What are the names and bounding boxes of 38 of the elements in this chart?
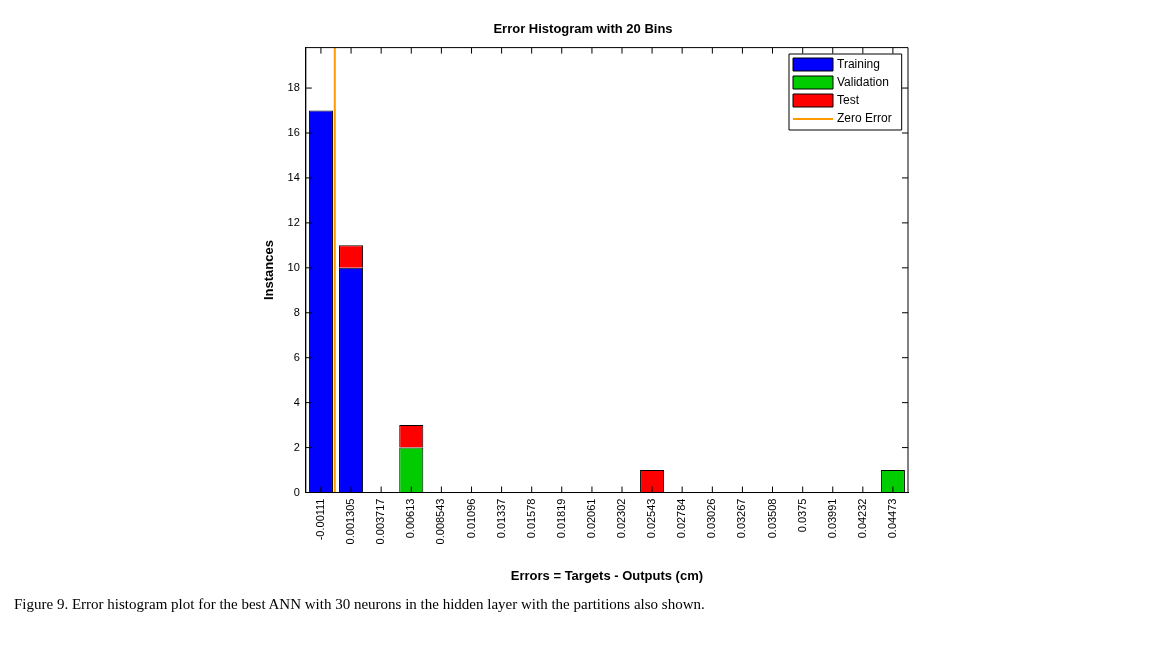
- x-tick-label: 0.01578: [524, 498, 537, 539]
- x-tick-label: 0.01337: [494, 498, 507, 539]
- x-tick-label: 0.04232: [855, 498, 868, 539]
- y-tick-label: 12: [287, 215, 300, 228]
- x-tick-label: 0.0375: [795, 498, 808, 533]
- legend-label: Test: [837, 93, 860, 108]
- x-tick-label: 0.003717: [374, 498, 387, 545]
- x-tick-label: 0.03508: [765, 498, 778, 539]
- x-tick-label: -0.00111: [313, 498, 326, 541]
- x-tick-label: 0.03991: [825, 498, 838, 539]
- x-tick-label: 0.01819: [554, 498, 567, 539]
- caption: Figure 9. Error histogram plot for the best ANN with 30 neurons in the hidden layer with the partitions also shown.: [14, 596, 706, 613]
- y-tick-label: 4: [293, 395, 300, 408]
- y-axis-title: Instances: [261, 240, 277, 301]
- y-tick-label: 2: [293, 440, 300, 453]
- x-tick-label: 0.008543: [434, 498, 447, 545]
- x-tick-label: 0.001305: [344, 498, 357, 545]
- x-tick-label: 0.02061: [584, 498, 597, 539]
- y-tick-label: 16: [287, 126, 300, 139]
- y-tick-label: 18: [287, 81, 300, 94]
- y-tick-label: 10: [287, 260, 300, 273]
- x-tick-label: 0.02784: [675, 498, 688, 539]
- x-tick-label: 0.01096: [464, 498, 477, 539]
- y-tick-label: 0: [293, 485, 300, 498]
- y-tick-label: 8: [293, 305, 300, 318]
- y-tick-label: 6: [293, 350, 300, 363]
- x-tick-label: 0.02543: [645, 498, 658, 539]
- legend-label: Training: [837, 57, 880, 72]
- x-tick-label: 0.04473: [885, 498, 898, 539]
- legend-label: Zero Error: [837, 111, 892, 126]
- chart-title: Error Histogram with 20 Bins: [493, 21, 673, 37]
- x-tick-label: 0.02302: [615, 498, 628, 539]
- x-axis-title: Errors = Targets - Outputs (cm): [510, 567, 704, 583]
- legend-label: Validation: [837, 75, 889, 90]
- x-tick-label: 0.03026: [705, 498, 718, 539]
- y-tick-label: 14: [287, 170, 300, 183]
- x-tick-label: 0.03267: [735, 498, 748, 539]
- x-tick-label: 0.00613: [404, 498, 417, 539]
